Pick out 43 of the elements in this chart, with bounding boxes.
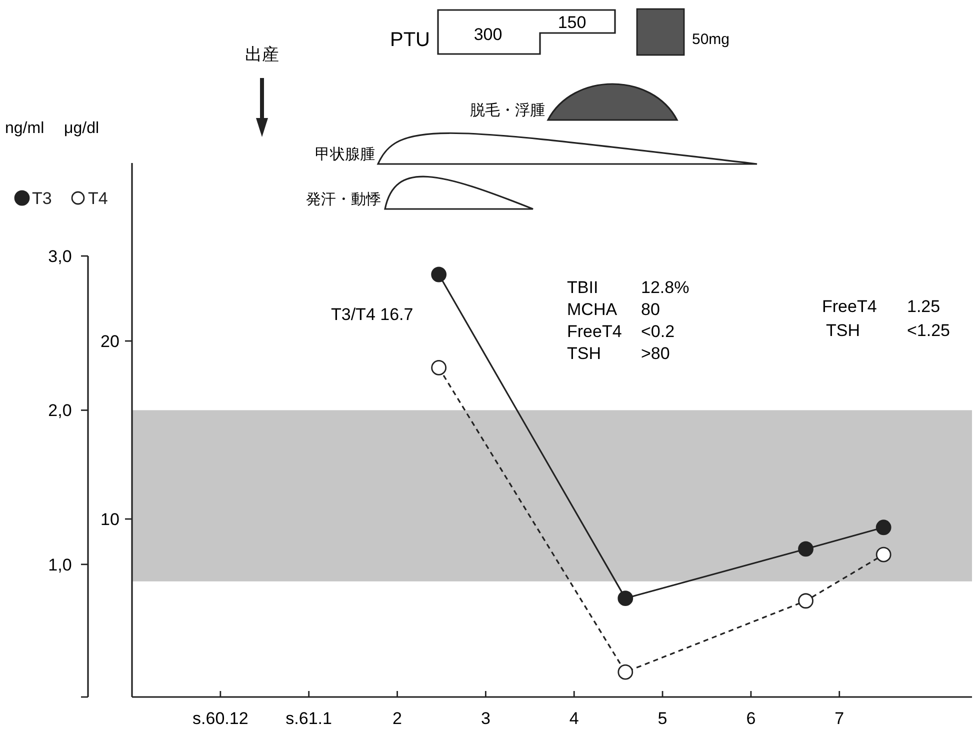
x-tick-label: 3: [480, 709, 490, 728]
text: 300: [474, 25, 502, 44]
text: 150: [558, 13, 586, 32]
point: [618, 590, 634, 606]
annotation: T3/T4 16.7: [331, 305, 414, 324]
text: 出産: [245, 45, 279, 65]
annotation: MCHA: [567, 300, 618, 319]
y2-tick-label: 10: [100, 510, 120, 529]
text: 50mg: [692, 31, 730, 48]
legend-label: T3: [32, 189, 52, 208]
annotation: FreeT4: [822, 297, 877, 316]
annotation: TSH: [826, 321, 860, 340]
annotation: 12.8%: [641, 278, 690, 297]
annotation: FreeT4: [567, 322, 622, 341]
x-tick-label: 4: [569, 709, 579, 728]
legend-label: T4: [88, 189, 108, 208]
annotation: 1.25: [907, 297, 940, 316]
point: [876, 520, 892, 536]
annotation: TBII: [567, 278, 598, 297]
y-tick-label: 1,0: [48, 555, 72, 574]
y-tick-label: 2,0: [48, 401, 72, 420]
annotation: >80: [641, 344, 670, 363]
y2-tick-label: 20: [100, 332, 120, 351]
text: 脱毛・浮腫: [470, 102, 545, 119]
annotation: <0.2: [641, 322, 675, 341]
text: 発汗・動悸: [306, 191, 381, 208]
x-tick-label: 6: [746, 709, 756, 728]
annotation: TSH: [567, 344, 601, 363]
annotation: 80: [641, 300, 660, 319]
text: ng/ml: [5, 120, 44, 137]
text: μg/dl: [64, 120, 100, 137]
point: [431, 266, 447, 282]
text: PTU: [390, 29, 430, 51]
x-tick-label: 7: [834, 709, 844, 728]
annotation: <1.25: [907, 321, 950, 340]
y-tick-label: 3,0: [48, 247, 72, 266]
x-tick-label: 5: [658, 709, 668, 728]
x-tick-label: s.61.1: [286, 709, 332, 728]
x-tick-label: 2: [392, 709, 402, 728]
point: [876, 546, 892, 562]
point: [798, 541, 814, 557]
x-tick-label: s.60.12: [192, 709, 248, 728]
text: 甲状腺腫: [315, 146, 375, 163]
